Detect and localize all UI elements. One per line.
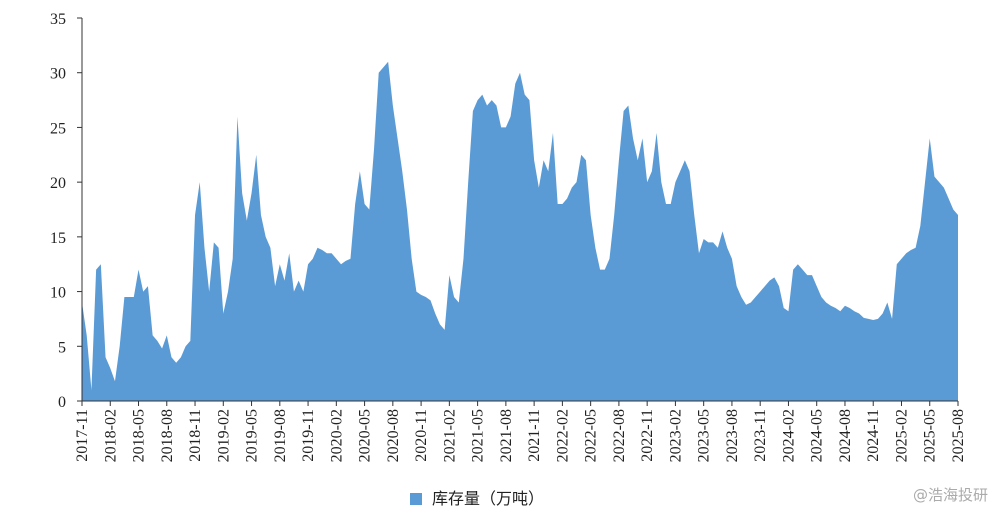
x-tick-label: 2020-05: [357, 409, 374, 462]
x-tick-label: 2021-05: [470, 409, 487, 462]
x-tick-label: 2022-11: [639, 409, 656, 462]
y-tick-label: 0: [58, 394, 66, 411]
x-tick-label: 2021-08: [498, 409, 515, 462]
y-tick-label: 15: [50, 230, 66, 247]
x-tick-label: 2018-08: [159, 409, 176, 462]
x-tick-label: 2024-11: [865, 409, 882, 462]
y-tick-label: 30: [50, 66, 66, 83]
x-tick-label: 2025-08: [950, 409, 967, 462]
y-tick-label: 10: [50, 285, 66, 302]
legend-label: 库存量（万吨）: [432, 489, 544, 508]
x-tick-label: 2022-08: [611, 409, 628, 462]
x-tick-label: 2024-05: [809, 409, 826, 462]
x-tick-label: 2023-08: [724, 409, 741, 462]
x-tick-label: 2023-05: [696, 409, 713, 462]
x-tick-label: 2025-05: [922, 409, 939, 462]
x-tick-label: 2021-11: [526, 409, 543, 462]
x-tick-label: 2018-11: [187, 409, 204, 462]
y-tick-label: 5: [58, 339, 66, 356]
x-tick-label: 2025-02: [893, 409, 910, 462]
x-tick-label: 2023-02: [667, 409, 684, 462]
x-tick-label: 2020-11: [413, 409, 430, 462]
x-tick-label: 2024-02: [780, 409, 797, 462]
y-tick-label: 20: [50, 175, 66, 192]
legend-swatch: [410, 493, 422, 505]
x-tick-label: 2018-05: [131, 409, 148, 462]
x-tick-label: 2022-02: [554, 409, 571, 462]
y-tick-label: 35: [50, 11, 66, 28]
x-tick-label: 2020-08: [385, 409, 402, 462]
area: [82, 61, 958, 402]
y-tick-label: 25: [50, 120, 66, 137]
x-tick-label: 2021-02: [441, 409, 458, 462]
x-tick-label: 2024-08: [837, 409, 854, 462]
x-tick-label: 2019-02: [215, 409, 232, 462]
x-tick-label: 2022-05: [583, 409, 600, 462]
x-tick-label: 2019-11: [300, 409, 317, 462]
x-tick-label: 2017-11: [74, 409, 91, 462]
x-tick-label: 2018-02: [102, 409, 119, 462]
x-tick-label: 2019-08: [272, 409, 289, 462]
x-tick-label: 2020-02: [328, 409, 345, 462]
watermark: @浩海投研: [913, 486, 988, 504]
x-tick-label: 2019-05: [244, 409, 261, 462]
x-tick-label: 2023-11: [752, 409, 769, 462]
